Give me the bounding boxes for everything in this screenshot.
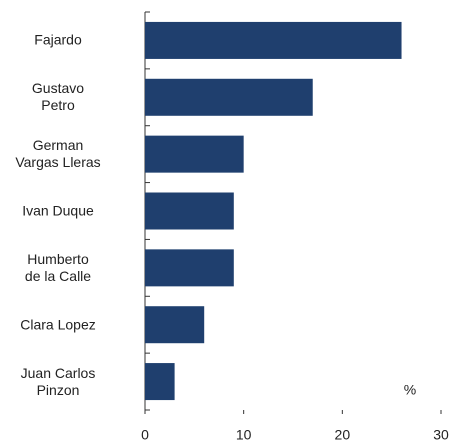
bar bbox=[145, 363, 175, 401]
bar bbox=[145, 306, 205, 344]
category-label: Gustavo Petro bbox=[31, 80, 85, 114]
bar bbox=[145, 249, 234, 287]
category-label: Fajardo bbox=[34, 31, 82, 48]
category-label: German Vargas Lleras bbox=[15, 137, 101, 171]
category-label: Juan Carlos Pinzon bbox=[20, 364, 96, 398]
bar bbox=[145, 135, 244, 173]
category-label: Clara Lopez bbox=[20, 316, 96, 333]
x-tick-label: 0 bbox=[141, 427, 149, 443]
unit-annotation: % bbox=[404, 382, 416, 398]
x-tick-label: 30 bbox=[433, 427, 449, 443]
bar bbox=[145, 78, 313, 116]
category-label: Humberto de la Calle bbox=[24, 250, 92, 284]
x-tick-label: 10 bbox=[236, 427, 252, 443]
bar bbox=[145, 21, 402, 59]
category-label: Ivan Duque bbox=[22, 202, 94, 219]
bar bbox=[145, 192, 234, 230]
x-tick-label: 20 bbox=[335, 427, 351, 443]
